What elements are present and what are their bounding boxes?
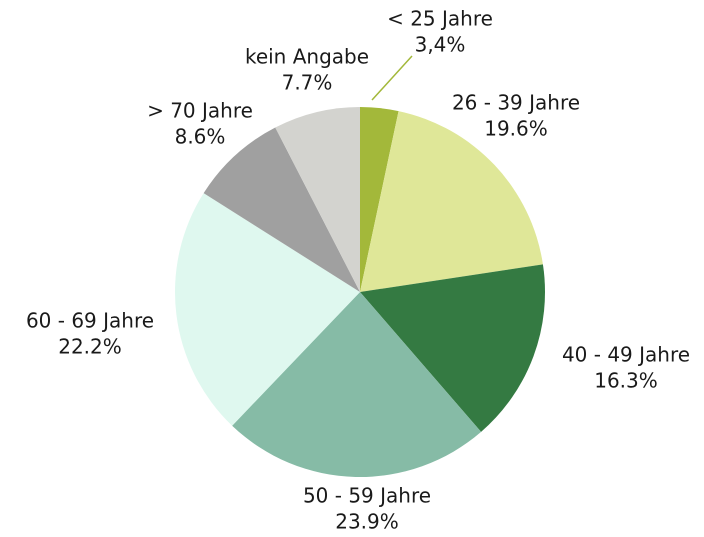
pie-slice xyxy=(360,111,543,292)
pie-slice xyxy=(275,107,360,292)
slice-value: 3,4% xyxy=(415,33,466,57)
pie-slice xyxy=(203,127,360,292)
leader-line xyxy=(371,55,413,101)
pie-slice xyxy=(175,193,360,426)
slice-label: > 70 Jahre xyxy=(147,99,253,123)
slice-label: 60 - 69 Jahre xyxy=(26,309,154,333)
slice-label: 40 - 49 Jahre xyxy=(562,343,690,367)
slice-value: 7.7% xyxy=(282,71,333,95)
slice-label: 26 - 39 Jahre xyxy=(452,91,580,115)
slice-value: 22.2% xyxy=(58,335,122,359)
pie-slice xyxy=(360,264,545,432)
slice-value: 19.6% xyxy=(484,117,548,141)
slice-label: kein Angabe xyxy=(245,45,369,69)
pie-slice xyxy=(360,107,399,292)
pie-slice xyxy=(232,292,482,477)
slice-value: 16.3% xyxy=(594,369,658,393)
slice-label: 50 - 59 Jahre xyxy=(303,484,431,508)
slice-value: 23.9% xyxy=(335,510,399,534)
slice-label: < 25 Jahre xyxy=(387,7,493,31)
slice-value: 8.6% xyxy=(175,125,226,149)
